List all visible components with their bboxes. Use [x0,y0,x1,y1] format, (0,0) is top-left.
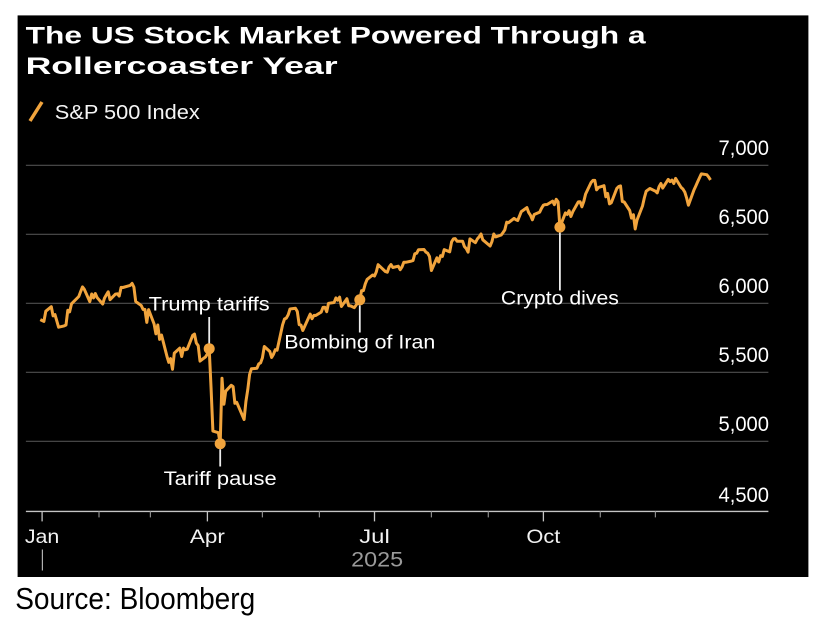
svg-text:Rollercoaster Year: Rollercoaster Year [26,53,338,80]
svg-text:Jul: Jul [359,526,390,548]
svg-text:Apr: Apr [190,526,226,548]
svg-text:Oct: Oct [526,526,561,548]
svg-text:Crypto dives: Crypto dives [501,288,619,309]
svg-text:The US Stock Market Powered Th: The US Stock Market Powered Through a [26,22,647,49]
svg-text:7,000: 7,000 [719,136,770,160]
svg-text:S&P 500 Index: S&P 500 Index [55,101,201,124]
svg-text:Tariff pause: Tariff pause [164,469,277,490]
svg-text:Jan: Jan [25,526,60,548]
svg-text:6,000: 6,000 [719,274,770,298]
svg-text:2025: 2025 [351,548,403,572]
svg-text:Trump tariffs: Trump tariffs [149,294,270,315]
svg-text:4,500: 4,500 [719,483,770,507]
svg-text:Bombing of Iran: Bombing of Iran [284,333,435,354]
svg-text:5,500: 5,500 [719,343,770,367]
svg-text:6,500: 6,500 [719,205,770,229]
svg-text:Source: Bloomberg: Source: Bloomberg [15,581,255,616]
svg-text:5,000: 5,000 [719,412,770,436]
